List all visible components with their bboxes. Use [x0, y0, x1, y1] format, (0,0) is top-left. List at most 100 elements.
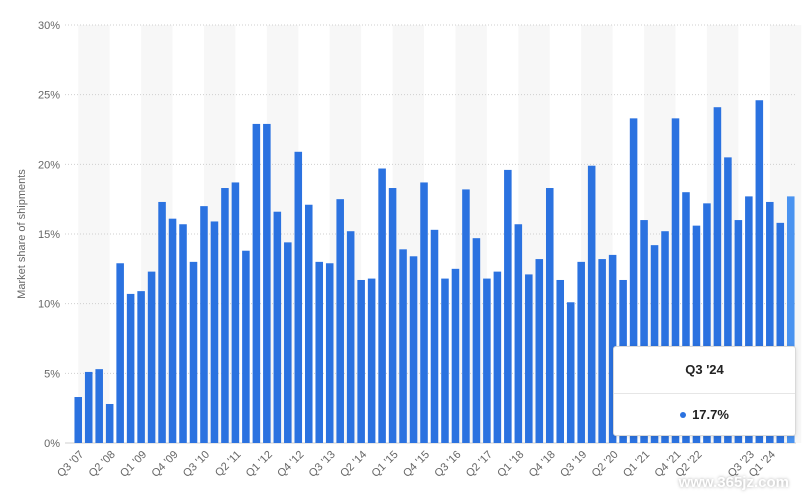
y-tick-label: 0%: [44, 438, 60, 450]
bar: [441, 278, 449, 443]
bar-series: [74, 100, 795, 444]
bar: [587, 165, 596, 443]
bar: [703, 203, 711, 443]
x-tick-label: Q1 '21: [621, 449, 652, 480]
bar: [514, 224, 523, 443]
y-tick-label: 15%: [38, 229, 60, 241]
bar: [577, 261, 585, 443]
bar: [472, 238, 481, 443]
bar: [315, 261, 324, 443]
bar: [545, 188, 554, 443]
bar: [242, 250, 250, 443]
x-tick-label: Q2 '17: [464, 449, 495, 480]
bar: [74, 397, 83, 443]
tooltip-body: 17.7%: [614, 394, 795, 435]
bar: [640, 220, 648, 443]
bar: [84, 371, 93, 443]
bar: [420, 182, 428, 444]
bar: [147, 271, 156, 443]
y-tick-label: 25%: [38, 90, 60, 102]
bar: [346, 231, 355, 443]
bar: [786, 196, 795, 443]
bar: [661, 231, 669, 443]
bar: [126, 293, 135, 443]
bar: [304, 204, 313, 443]
bar: [692, 225, 701, 443]
bar: [273, 211, 282, 443]
bar: [629, 118, 638, 443]
bar: [388, 188, 397, 443]
bar: [179, 224, 187, 443]
bar: [504, 169, 512, 443]
bar: [252, 123, 261, 443]
bar: [378, 168, 386, 443]
x-tick-label: Q1 '09: [118, 449, 149, 480]
bar: [137, 291, 145, 443]
bar: [608, 254, 617, 443]
bar: [409, 256, 418, 443]
bar: [430, 229, 439, 443]
x-tick-label: Q3 '16: [432, 449, 463, 480]
bar: [671, 118, 680, 443]
bar: [325, 263, 334, 443]
x-tick-label: Q4 '15: [401, 449, 432, 480]
bar: [105, 403, 114, 443]
bar: [210, 221, 219, 443]
x-tick-label: Q3 '07: [55, 449, 86, 480]
tooltip-title: Q3 '24: [614, 347, 795, 394]
x-axis-ticks: Q3 '07 Q2 '08 Q1 '09 Q4 '09 Q3 '10 Q2 '11 Q1 '…: [55, 449, 778, 480]
x-tick-label: Q4 '12: [275, 449, 306, 480]
bar: [231, 182, 240, 444]
bar: [598, 259, 606, 443]
y-axis-label: Market share of shipments: [16, 169, 28, 299]
bar: [294, 151, 303, 443]
bar: [158, 201, 166, 443]
background-band: [329, 25, 362, 443]
bar: [399, 249, 407, 443]
series-dot-icon: [680, 411, 687, 418]
bar: [357, 279, 365, 443]
bar: [493, 271, 502, 443]
bar: [766, 201, 774, 443]
bar: [776, 222, 785, 443]
bar: [525, 274, 533, 443]
x-tick-label: Q2 '14: [338, 449, 369, 480]
tooltip-value: 17.7%: [692, 407, 729, 422]
x-tick-label: Q2 '11: [213, 449, 244, 480]
bar: [755, 100, 764, 444]
bar: [535, 259, 544, 443]
x-tick-label: Q3 '13: [307, 449, 338, 480]
bar: [724, 157, 732, 443]
bar: [200, 206, 208, 443]
bar: [367, 278, 376, 443]
background-band: [392, 25, 425, 443]
bar: [116, 263, 124, 443]
x-tick-label: Q1 '18: [495, 449, 526, 480]
bar: [745, 196, 753, 443]
y-tick-label: 10%: [38, 299, 60, 311]
bar: [483, 278, 491, 443]
background-band: [455, 25, 487, 443]
x-tick-label: Q1 '15: [370, 449, 401, 480]
data-tooltip: Q3 '24 17.7%: [613, 346, 796, 436]
x-tick-label: Q2 '08: [87, 449, 118, 480]
x-tick-label: Q4 '09: [149, 449, 180, 480]
bar: [168, 218, 177, 443]
bar: [462, 189, 470, 443]
bar: [95, 369, 103, 443]
x-tick-label: Q3 '10: [181, 449, 212, 480]
bar: [263, 123, 271, 443]
bar: [556, 279, 565, 443]
x-tick-label: Q1 '12: [244, 449, 275, 480]
y-tick-label: 30%: [38, 20, 60, 32]
bar: [451, 268, 460, 443]
bar: [682, 192, 690, 443]
x-tick-label: Q3 '19: [558, 449, 589, 480]
watermark-text: www.365jz.com: [678, 474, 789, 491]
background-band: [518, 25, 550, 443]
x-tick-label: Q4 '18: [527, 449, 558, 480]
x-tick-label: Q2 '20: [590, 449, 621, 480]
y-axis-ticks: 0% 5% 10% 15% 20% 25% 30%: [38, 20, 60, 450]
